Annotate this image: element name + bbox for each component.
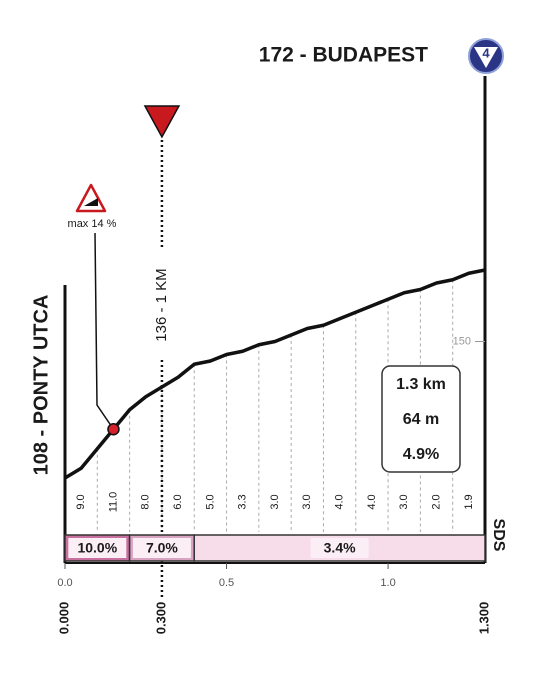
stage-badge: 4	[468, 38, 504, 74]
gradient-label: 5.0	[204, 494, 216, 509]
section-label-bg	[310, 538, 369, 558]
gradient-label: 3.0	[301, 494, 313, 509]
gradient-label: 6.0	[172, 494, 184, 509]
summary-text: 64 m	[403, 411, 439, 428]
start-label: 108 - PONTY UTCA	[30, 295, 52, 476]
x-tick-label: 1.0	[380, 577, 395, 589]
summary-text: 4.9%	[403, 446, 439, 463]
max-gradient-label: max 14 %	[68, 218, 117, 230]
gradient-label: 4.0	[366, 494, 378, 509]
gradient-label: 3.0	[269, 494, 281, 509]
badge-number: 4	[482, 45, 490, 60]
flag-label-bg	[152, 250, 171, 360]
gradient-label: 9.0	[75, 494, 87, 509]
chart-title: 172 - BUDAPEST	[259, 44, 428, 67]
gradient-label: 4.0	[334, 494, 346, 509]
warning-icon	[84, 198, 98, 206]
km-mark-label: 0.000	[56, 602, 71, 635]
max-pointer	[94, 232, 115, 430]
section-label: 7.0%	[146, 540, 178, 556]
gradient-label: 3.3	[237, 494, 249, 509]
gradient-label: 3.0	[398, 494, 410, 509]
summary-box	[381, 365, 461, 473]
km-mark-label: 0.300	[153, 602, 168, 635]
section-label: 3.4%	[324, 540, 356, 556]
section-label-bg	[68, 538, 127, 558]
section-label-bg	[132, 538, 191, 558]
km-mark-label: 1.300	[476, 602, 491, 635]
logo: SDS	[490, 519, 507, 552]
section-label: 10.0%	[77, 540, 117, 556]
gradient-label: 8.0	[140, 494, 152, 509]
profile-line	[64, 268, 486, 480]
gradient-label: 1.9	[463, 494, 475, 509]
x-tick-label: 0.0	[57, 577, 72, 589]
flag-label: 136 - 1 KM	[153, 268, 170, 341]
gradient-label: 2.0	[430, 494, 442, 509]
summary-text: 1.3 km	[396, 376, 446, 393]
max-point	[107, 423, 120, 436]
flag-marker	[143, 105, 181, 139]
gradient-label: 11.0	[107, 492, 119, 513]
warning-sign	[75, 183, 107, 213]
y-tick-label: 150	[453, 335, 471, 347]
x-tick-label: 0.5	[219, 577, 234, 589]
